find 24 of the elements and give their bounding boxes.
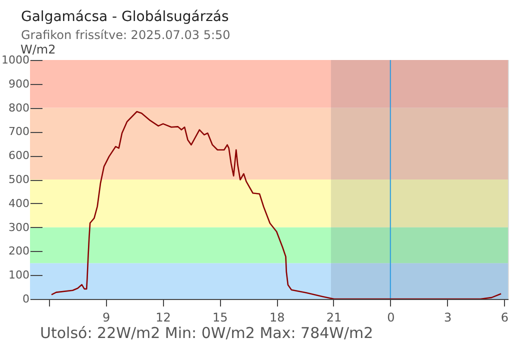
y-tick-label: 500 xyxy=(8,173,30,186)
y-tick-label: 1000 xyxy=(2,54,30,66)
chart-title: Galgamácsa - Globálsugárzás xyxy=(21,9,229,25)
x-tick-label: 6 xyxy=(500,310,509,324)
x-tick-label: 21 xyxy=(326,310,342,324)
y-tick-label: 400 xyxy=(8,196,30,210)
y-tick-label: 0 xyxy=(22,292,30,306)
x-tick-label: 3 xyxy=(444,310,452,324)
y-tick-label: 200 xyxy=(8,244,30,258)
x-tick-label: 15 xyxy=(212,310,228,324)
x-tick-label: 12 xyxy=(156,310,171,324)
x-tick-label: 18 xyxy=(269,310,285,324)
chart-subtitle: Grafikon frissítve: 2025.07.03 5:50 xyxy=(21,28,230,42)
text: Utolsó: 22W/m2 Min: 0W/m2 Max: 784W/m2 xyxy=(40,324,374,342)
y-axis-title: W/m2 xyxy=(20,42,56,56)
line-series xyxy=(50,110,502,300)
y-tick-label: 900 xyxy=(8,77,30,90)
y-tick-label: 700 xyxy=(8,125,30,138)
y-tick-label: 100 xyxy=(8,268,30,282)
y-tick-label: 600 xyxy=(8,149,30,162)
x-tick-label: 9 xyxy=(102,310,110,324)
x-tick-label: 0 xyxy=(387,310,395,324)
y-tick-label: 800 xyxy=(8,101,30,114)
y-tick-label: 300 xyxy=(8,220,30,234)
